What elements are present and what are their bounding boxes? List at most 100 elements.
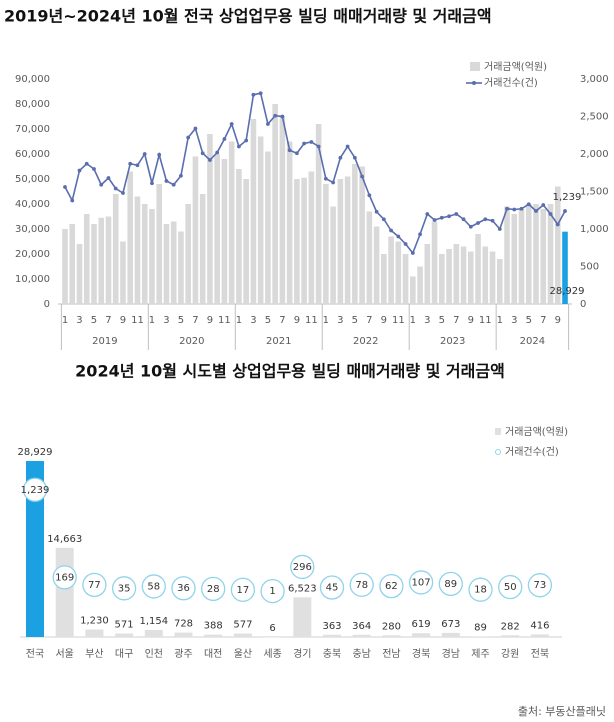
bar <box>533 204 539 304</box>
line-point <box>519 206 524 211</box>
bar <box>412 633 431 637</box>
x-tick-label: 11 <box>392 315 405 326</box>
x-tick-label: 경기 <box>293 647 311 660</box>
line-point <box>294 151 299 156</box>
bar-value-label: 673 <box>441 619 460 630</box>
x-tick-label: 충남 <box>352 648 370 660</box>
y-tick-label: 30,000 <box>15 224 50 235</box>
count-bubble <box>290 554 315 580</box>
bar <box>69 224 76 304</box>
bar-value-label: 282 <box>501 621 520 632</box>
bar <box>178 231 184 304</box>
line-value-label: 1,239 <box>553 192 582 203</box>
line-point <box>563 209 567 213</box>
bar <box>26 461 44 637</box>
count-label: 73 <box>534 580 547 591</box>
y2-tick-label: 500 <box>580 262 599 273</box>
bar <box>441 632 460 637</box>
line-point <box>222 137 227 141</box>
x-tick-label: 7 <box>105 315 111 326</box>
bar <box>562 231 568 304</box>
x-tick-label: 9 <box>468 315 474 326</box>
count-bubble <box>319 575 345 600</box>
bar <box>471 636 490 637</box>
line-point <box>128 161 133 166</box>
line-point <box>113 186 118 191</box>
bar <box>504 206 510 304</box>
bar <box>228 141 235 304</box>
y2-tick-label: 3,000 <box>580 74 609 85</box>
bar <box>236 169 242 304</box>
bar-value-label: 6,523 <box>288 583 317 594</box>
line-point <box>244 138 249 143</box>
bar-value-label: 577 <box>233 619 252 630</box>
y-tick-label: 10,000 <box>15 274 50 285</box>
legend-label: 거래건수(건) <box>484 77 538 89</box>
line-point <box>323 176 328 181</box>
line-point <box>258 91 263 96</box>
count-bubble <box>438 571 463 597</box>
bar <box>149 209 155 304</box>
bar-value-label: 14,663 <box>47 534 82 545</box>
bar <box>315 124 322 304</box>
bar <box>62 229 68 304</box>
line-point <box>410 251 415 255</box>
bar-value-label: 28,929 <box>18 447 53 458</box>
chart-title: 2019년~2024년 10월 전국 상업업무용 빌딩 매매거래량 및 거래금액 <box>4 7 492 26</box>
bar <box>141 204 148 304</box>
bar <box>402 254 409 304</box>
bar <box>496 259 503 304</box>
x-tick-label: 11 <box>131 315 144 326</box>
count-bubble <box>468 577 493 602</box>
x-group-label: 2022 <box>353 336 378 347</box>
line-point <box>208 158 212 162</box>
source-note: 출처: 부동산플래닛 <box>518 705 606 718</box>
bar <box>467 251 474 304</box>
count-bubble <box>349 572 374 597</box>
line-point <box>505 206 509 211</box>
bar <box>257 136 264 304</box>
bar <box>156 184 163 304</box>
line-point <box>273 113 278 118</box>
bar <box>344 176 351 304</box>
x-tick-label: 경남 <box>442 647 460 660</box>
x-tick-label: 광주 <box>174 648 192 660</box>
count-bubble <box>408 570 434 595</box>
x-group-label: 2023 <box>440 336 465 347</box>
legend-label: 거래금액(억원) <box>505 426 568 438</box>
x-tick-label: 9 <box>381 315 387 326</box>
line-point <box>338 155 343 160</box>
bar-value-label: 363 <box>322 621 341 632</box>
bar <box>395 241 402 304</box>
bar <box>323 634 341 637</box>
count-label: 35 <box>118 583 131 594</box>
bar <box>482 246 489 304</box>
count-label: 1,239 <box>21 485 50 496</box>
line-point <box>352 155 357 160</box>
bar <box>250 119 257 304</box>
x-tick-label: 3 <box>511 315 517 326</box>
x-tick-label: 대구 <box>115 648 133 660</box>
y-tick-label: 80,000 <box>15 99 50 110</box>
bar <box>265 151 271 304</box>
legend-label: 거래건수(건) <box>505 446 559 458</box>
line-point <box>345 144 350 149</box>
bar-value-label: 280 <box>382 621 401 632</box>
x-tick-label: 5 <box>91 315 97 326</box>
count-bubble <box>379 573 404 599</box>
x-tick-label: 대전 <box>204 648 222 660</box>
count-label: 1 <box>269 586 275 597</box>
line-point <box>439 215 444 220</box>
bar-value-label: 89 <box>474 622 487 633</box>
bar <box>366 211 373 304</box>
count-label: 58 <box>147 581 160 592</box>
bar <box>352 164 358 304</box>
line-point <box>367 193 372 198</box>
bar <box>431 221 438 304</box>
count-bubble <box>260 578 285 604</box>
x-tick-label: 3 <box>76 315 82 326</box>
line-point <box>389 228 393 233</box>
line-point <box>555 222 560 227</box>
x-tick-label: 경북 <box>412 647 430 660</box>
y2-tick-label: 0 <box>580 299 586 310</box>
